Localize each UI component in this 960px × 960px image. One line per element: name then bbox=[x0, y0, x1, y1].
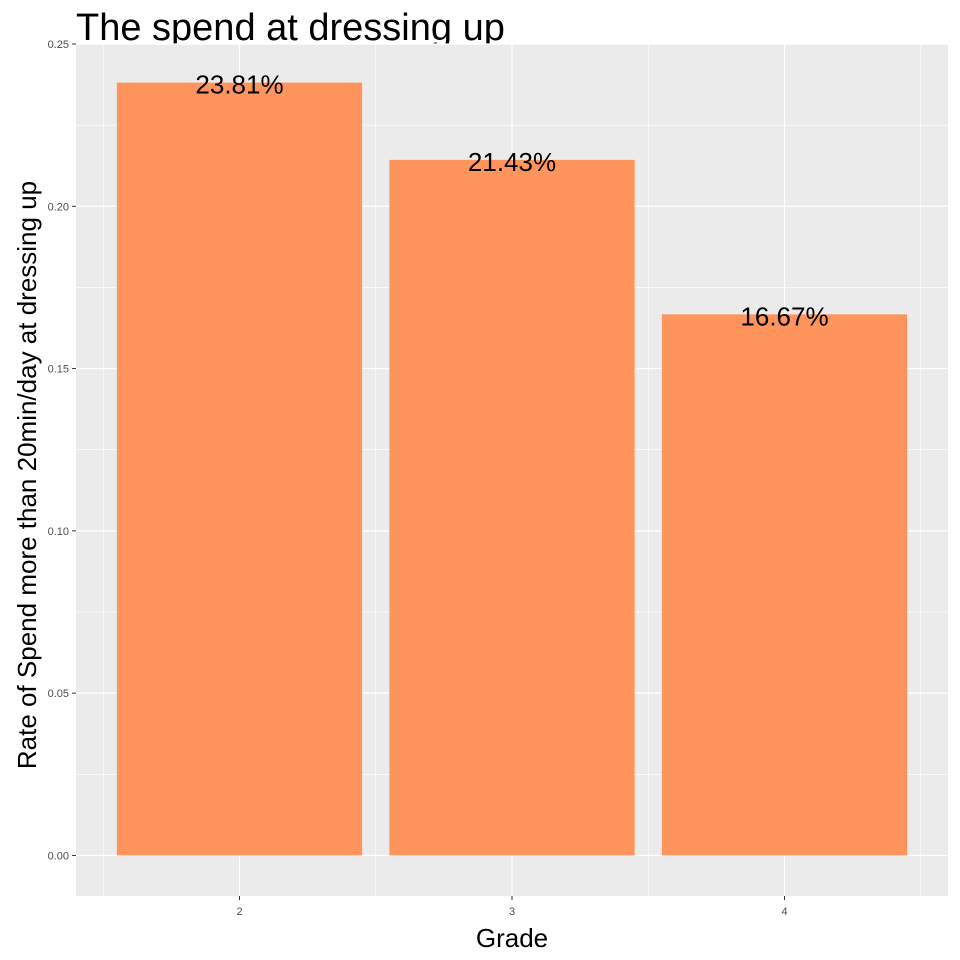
data-label: 23.81% bbox=[195, 70, 283, 100]
bar-grade-3 bbox=[389, 159, 635, 856]
x-axis-title: Grade bbox=[476, 923, 548, 953]
bar-grade-2 bbox=[116, 82, 363, 856]
data-label: 21.43% bbox=[468, 147, 556, 177]
y-axis: 0.00 0.05 0.10 0.15 0.20 0.25 bbox=[48, 39, 76, 862]
y-tick-label: 0.25 bbox=[48, 39, 69, 51]
y-tick-label: 0.00 bbox=[48, 850, 69, 862]
x-axis: 2 3 4 bbox=[236, 896, 788, 918]
bar-grade-4 bbox=[661, 314, 908, 856]
x-tick-label: 3 bbox=[509, 906, 515, 918]
x-tick-label: 2 bbox=[236, 906, 242, 918]
y-tick-label: 0.05 bbox=[48, 688, 69, 700]
y-tick-label: 0.10 bbox=[48, 526, 69, 538]
data-label: 16.67% bbox=[740, 301, 828, 331]
chart-title: The spend at dressing up bbox=[76, 7, 505, 49]
y-axis-title: Rate of Spend more than 20min/day at dre… bbox=[12, 181, 42, 769]
data-labels: 23.81% 21.43% 16.67% bbox=[195, 70, 828, 332]
y-tick-label: 0.20 bbox=[48, 201, 69, 213]
bars bbox=[116, 82, 908, 856]
y-tick-label: 0.15 bbox=[48, 364, 69, 376]
x-tick-label: 4 bbox=[781, 906, 787, 918]
